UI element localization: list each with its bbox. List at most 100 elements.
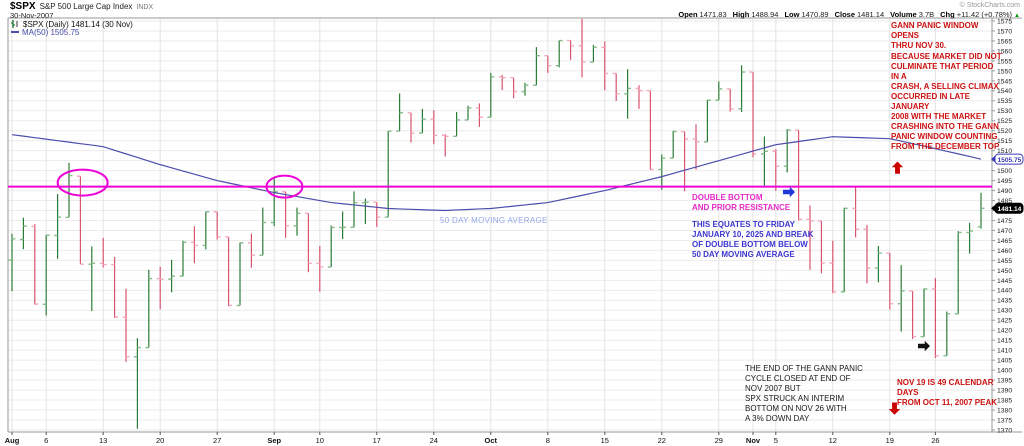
ma50-line (11, 134, 982, 212)
sharpchart-legend-icon (11, 20, 18, 28)
svg-text:1535: 1535 (997, 98, 1012, 105)
ma-legend-label: MA(50) 1505.75 (22, 27, 80, 37)
svg-text:1425: 1425 (997, 318, 1012, 325)
annotation-equates-jan-2025: THIS EQUATES TO FRIDAY JANUARY 10, 2025 … (692, 220, 814, 259)
svg-text:13: 13 (99, 436, 107, 445)
svg-text:1560: 1560 (997, 48, 1012, 55)
svg-text:5: 5 (774, 436, 778, 445)
svg-text:29: 29 (715, 436, 723, 445)
series-legend-label: $SPX (Daily) 1481.14 (30 Nov) (23, 19, 133, 29)
svg-text:1400: 1400 (997, 368, 1012, 375)
svg-text:12: 12 (829, 436, 837, 445)
grid-layer (8, 18, 992, 432)
svg-text:15: 15 (601, 436, 609, 445)
low-value: 1470.89 (801, 10, 829, 19)
svg-text:27: 27 (213, 436, 221, 445)
svg-text:1455: 1455 (997, 258, 1012, 265)
svg-text:1515: 1515 (997, 138, 1012, 145)
price-axis: 1575 1570 1565 1560 1555 1550 1545 1540 1535 1530… (992, 18, 1012, 434)
svg-text:1470: 1470 (997, 228, 1012, 235)
plot-border (7, 17, 1022, 433)
blue-right-arrow-icon (783, 186, 795, 198)
svg-text:1570: 1570 (997, 28, 1012, 35)
svg-text:22: 22 (658, 436, 666, 445)
symbol: $SPX (10, 1, 36, 12)
symbol-name: S&P 500 Large Cap Index (39, 2, 133, 11)
svg-text:1395: 1395 (997, 378, 1012, 385)
svg-text:6: 6 (44, 436, 48, 445)
svg-text:1420: 1420 (997, 328, 1012, 335)
svg-text:1565: 1565 (997, 38, 1012, 45)
svg-text:1380: 1380 (997, 407, 1012, 414)
svg-text:1450: 1450 (997, 268, 1012, 275)
svg-text:1445: 1445 (997, 278, 1012, 285)
black-right-arrow-icon (918, 340, 930, 352)
svg-text:1550: 1550 (997, 68, 1012, 75)
ma-line-swatch (11, 31, 19, 33)
annotation-ma-line-label: 50 DAY MOVING AVERAGE (440, 216, 548, 225)
svg-text:17: 17 (373, 436, 381, 445)
svg-text:1405: 1405 (997, 358, 1012, 365)
price-box: 1481.14 (991, 202, 1024, 214)
svg-text:19: 19 (886, 436, 894, 445)
chart-header: $SPX S&P 500 Large Cap Index INDX (10, 1, 153, 12)
close-label: Close (834, 10, 856, 19)
svg-text:1415: 1415 (997, 338, 1012, 345)
high-value: 1488.94 (751, 10, 779, 19)
svg-text:1481.14: 1481.14 (998, 206, 1022, 213)
svg-text:26: 26 (931, 436, 939, 445)
svg-text:Sep: Sep (267, 436, 281, 445)
svg-text:Oct: Oct (485, 436, 498, 445)
exchange-label: INDX (136, 4, 154, 11)
open-value: 1471.83 (699, 10, 727, 19)
svg-text:1520: 1520 (997, 128, 1012, 135)
svg-text:1410: 1410 (997, 348, 1012, 355)
chg-value: +11.42 (+0.78%) (956, 10, 1013, 19)
svg-text:1440: 1440 (997, 288, 1012, 295)
annotation-double-bottom: DOUBLE BOTTOM AND PRIOR RESISTANCE (692, 193, 791, 212)
svg-text:1460: 1460 (997, 248, 1012, 255)
chart-date: 30-Nov-2007 (10, 11, 54, 20)
svg-text:Nov: Nov (746, 436, 761, 445)
ellipse-annotations (56, 168, 304, 199)
volume-label: Volume (890, 10, 917, 19)
svg-text:1525: 1525 (997, 118, 1012, 125)
svg-text:1540: 1540 (997, 88, 1012, 95)
date-axis: Aug 6 13 20 27 Sep 10 17 24 Oct 8 15 22 29 Nov 5 12 19 26 (5, 432, 940, 445)
volume-value: 3.7B (918, 10, 935, 19)
low-label: Low (784, 10, 800, 19)
svg-text:10: 10 (316, 436, 324, 445)
annotation-gann-cycle-end: THE END OF THE GANN PANIC CYCLE CLOSED A… (745, 364, 863, 423)
svg-text:1435: 1435 (997, 298, 1012, 305)
ma-legend: MA(50) 1505.75 (11, 28, 79, 37)
svg-text:8: 8 (546, 436, 550, 445)
svg-text:1545: 1545 (997, 78, 1012, 85)
svg-text:1575: 1575 (997, 18, 1012, 25)
svg-text:1505.75: 1505.75 (998, 157, 1022, 164)
svg-text:1510: 1510 (997, 148, 1012, 155)
annotation-gann-panic-window: GANN PANIC WINDOW OPENS THRU NOV 30. (891, 21, 979, 50)
svg-text:1375: 1375 (997, 417, 1012, 424)
svg-text:24: 24 (430, 436, 438, 445)
svg-text:20: 20 (156, 436, 164, 445)
annotation-selling-climax: BECAUSE MARKET DID NOT CULMINATE THAT PE… (891, 52, 1002, 151)
ohlc-quote-row: Open 1471.83 High 1488.94 Low 1470.89 Close… (678, 10, 1020, 19)
open-label: Open (678, 10, 698, 19)
annotation-49-calendar-days: NOV 19 IS 49 CALENDAR DAYS FROM OCT 11, … (897, 378, 998, 407)
svg-text:1385: 1385 (997, 397, 1012, 404)
series-legend: $SPX (Daily) 1481.14 (30 Nov) (11, 19, 133, 29)
svg-text:1430: 1430 (997, 308, 1012, 315)
svg-text:1490: 1490 (997, 188, 1012, 195)
svg-text:Aug: Aug (5, 436, 20, 445)
chg-label: Chg (940, 10, 955, 19)
svg-text:1495: 1495 (997, 178, 1012, 185)
svg-text:1390: 1390 (997, 387, 1012, 394)
stockcharts-copyright: © StockCharts.com (959, 2, 1020, 9)
chg-up-triangle-icon: ▲ (1014, 13, 1020, 19)
svg-text:1370: 1370 (997, 427, 1012, 434)
svg-text:1500: 1500 (997, 168, 1012, 175)
close-value: 1481.14 (857, 10, 885, 19)
candles-layer (8, 18, 985, 429)
